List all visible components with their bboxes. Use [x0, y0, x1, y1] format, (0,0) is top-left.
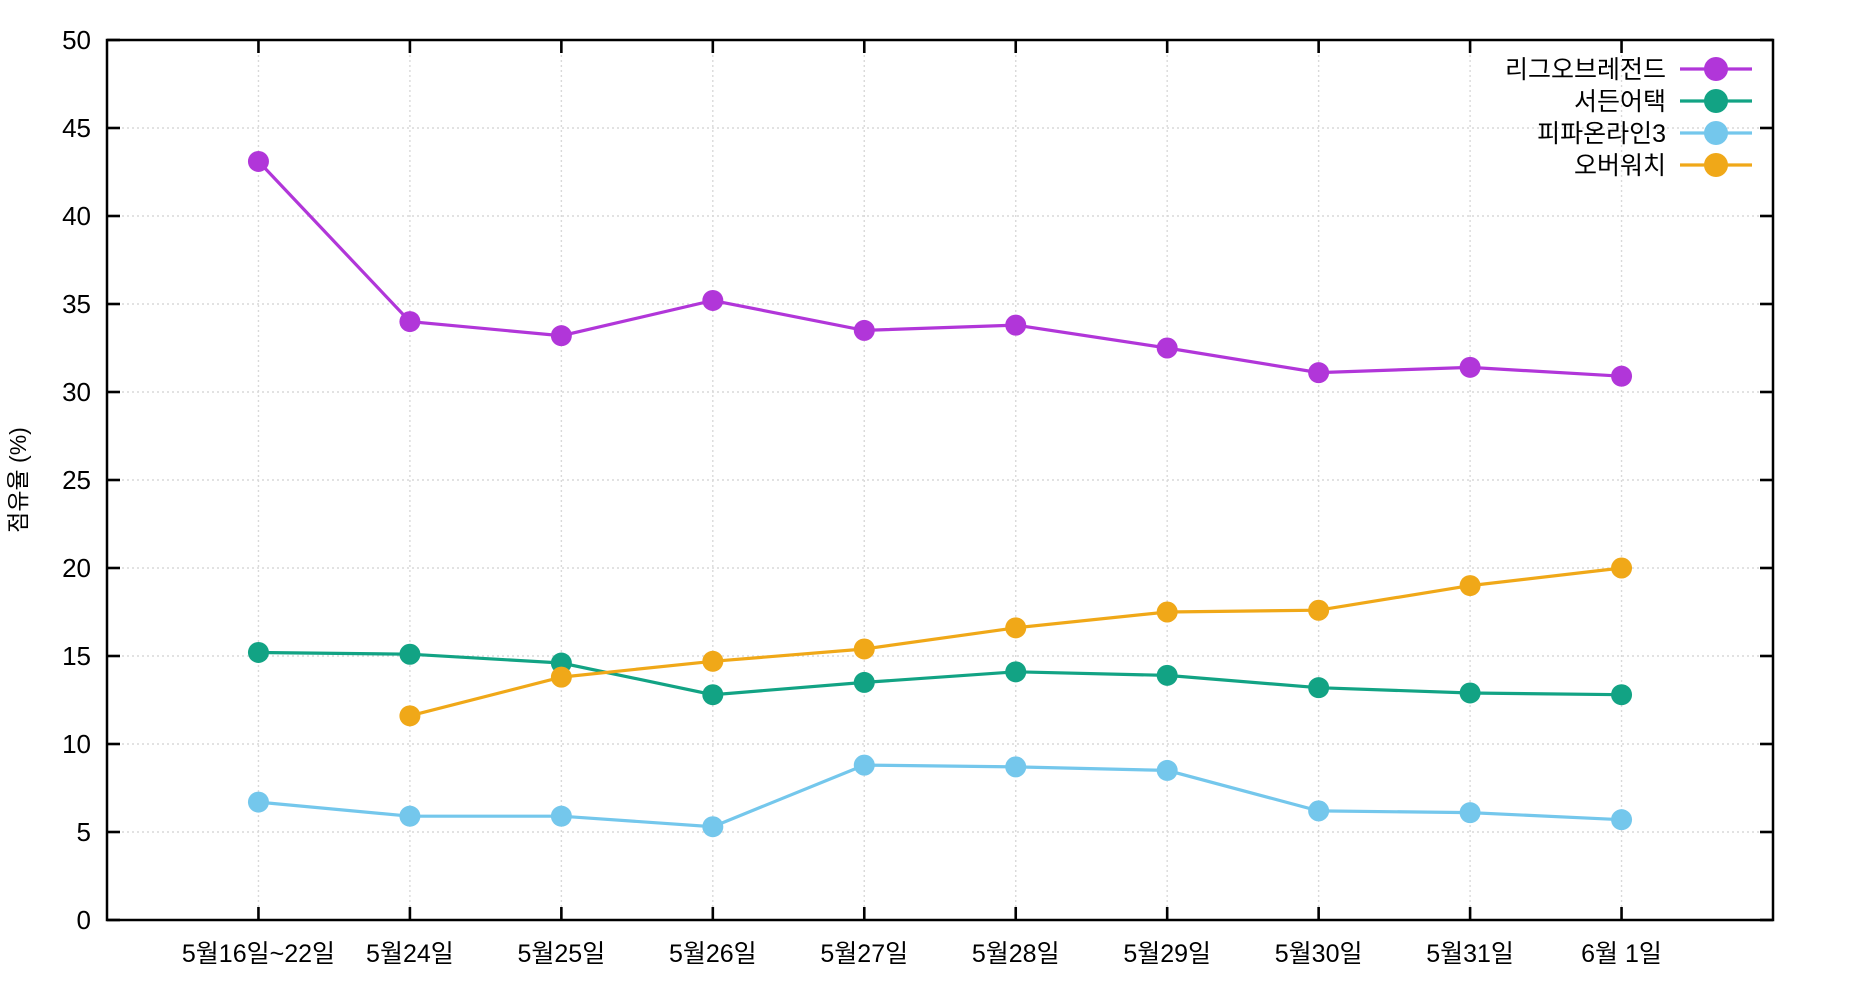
x-tick-label: 5월26일 [669, 940, 757, 968]
series-point-3 [853, 638, 875, 660]
series-point-1 [853, 671, 875, 693]
series-line-2 [258, 763, 1622, 829]
legend-label-1: 서든어택 [1574, 88, 1666, 116]
x-tick-label: 6월 1일 [1581, 940, 1662, 968]
series-point-0 [1459, 356, 1481, 378]
series-point-2 [399, 805, 421, 827]
series-point-0 [702, 289, 724, 311]
series-point-2 [1005, 756, 1027, 778]
series-point-1 [1005, 661, 1027, 683]
x-tick-label: 5월30일 [1275, 940, 1363, 968]
series-point-0 [1156, 337, 1178, 359]
x-tick-label: 5월28일 [972, 940, 1060, 968]
x-tick-label: 5월27일 [820, 940, 908, 968]
series-point-1 [1459, 682, 1481, 704]
series-point-2 [702, 816, 724, 838]
series-point-0 [1611, 365, 1633, 387]
series-point-2 [1459, 802, 1481, 824]
series-point-3 [1308, 599, 1330, 621]
y-tick-label: 45 [62, 113, 91, 143]
series-line-0 [257, 160, 1622, 378]
legend-marker-3 [1704, 153, 1728, 177]
series-point-3 [1459, 575, 1481, 597]
series-point-1 [247, 641, 269, 663]
x-tick-label: 5월29일 [1123, 940, 1211, 968]
series-point-0 [399, 311, 421, 333]
series-point-1 [1611, 684, 1633, 706]
series-point-3 [550, 666, 572, 688]
series-point-2 [550, 805, 572, 827]
y-tick-label: 10 [62, 729, 91, 759]
series-point-1 [1308, 677, 1330, 699]
x-tick-label: 5월16일~22일 [182, 940, 335, 968]
y-axis-label: 점유율 (%) [5, 427, 31, 533]
y-tick-label: 30 [62, 377, 91, 407]
series-line-1 [258, 650, 1622, 697]
y-tick-label: 0 [77, 905, 91, 935]
y-tick-label: 5 [77, 817, 91, 847]
series-point-1 [1156, 664, 1178, 686]
y-tick-label: 35 [62, 289, 91, 319]
series-point-3 [1156, 601, 1178, 623]
series-point-1 [702, 684, 724, 706]
x-tick-label: 5월24일 [366, 940, 454, 968]
series-point-3 [1611, 557, 1633, 579]
series-point-1 [399, 643, 421, 665]
y-tick-label: 25 [62, 465, 91, 495]
legend-label-0: 리그오브레전드 [1505, 56, 1666, 84]
series-point-2 [1308, 800, 1330, 822]
series-point-2 [247, 791, 269, 813]
x-tick-label: 5월25일 [518, 940, 606, 968]
x-tick-label: 5월31일 [1426, 940, 1514, 968]
series-point-0 [1005, 314, 1027, 336]
y-tick-label: 15 [62, 641, 91, 671]
series-point-3 [702, 650, 724, 672]
series-point-3 [1005, 617, 1027, 639]
y-tick-label: 20 [62, 553, 91, 583]
y-tick-label: 50 [62, 25, 91, 55]
legend-marker-1 [1704, 89, 1728, 113]
series-point-3 [399, 705, 421, 727]
series-point-2 [1611, 809, 1633, 831]
series-point-0 [247, 150, 269, 172]
y-tick-label: 40 [62, 201, 91, 231]
legend-marker-2 [1704, 121, 1728, 145]
legend-label-2: 피파온라인3 [1537, 120, 1666, 148]
legend-marker-0 [1704, 57, 1728, 81]
series-point-0 [550, 325, 572, 347]
series-point-0 [853, 319, 875, 341]
series-point-2 [1156, 759, 1178, 781]
legend-label-3: 오버워치 [1574, 152, 1666, 180]
series-point-2 [853, 754, 875, 776]
series-point-0 [1308, 362, 1330, 384]
